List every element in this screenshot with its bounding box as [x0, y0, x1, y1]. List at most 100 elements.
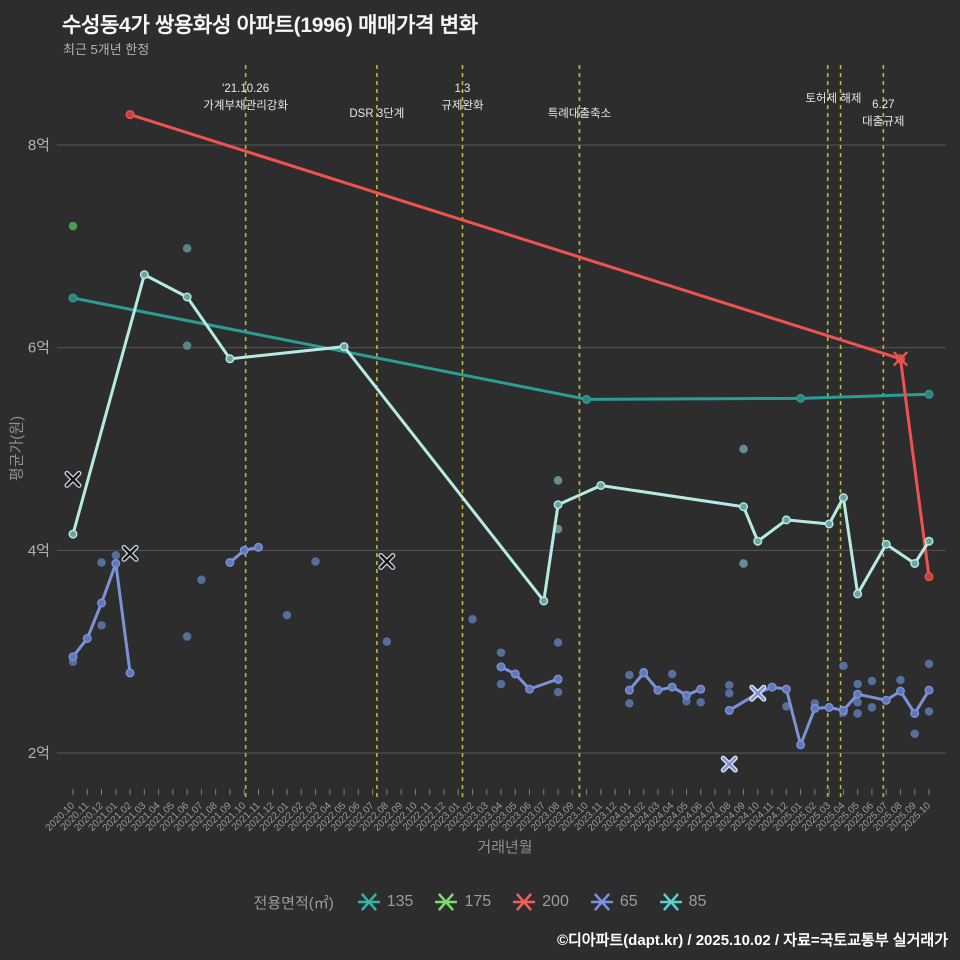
- transaction-dot[interactable]: [667, 668, 678, 680]
- avg-point[interactable]: [68, 529, 78, 539]
- avg-point[interactable]: [781, 515, 791, 525]
- avg-point[interactable]: [838, 705, 848, 715]
- avg-point[interactable]: [810, 703, 820, 713]
- avg-point[interactable]: [753, 536, 763, 546]
- avg-point[interactable]: [696, 684, 706, 694]
- transaction-dot[interactable]: [96, 557, 107, 568]
- avg-point[interactable]: [853, 689, 863, 699]
- avg-point[interactable]: [739, 502, 749, 512]
- transaction-dot[interactable]: [909, 728, 920, 739]
- avg-point[interactable]: [924, 389, 934, 399]
- transaction-dot[interactable]: [110, 550, 121, 561]
- avg-point[interactable]: [253, 542, 263, 552]
- avg-point[interactable]: [97, 598, 107, 608]
- avg-point[interactable]: [881, 539, 891, 549]
- avg-point[interactable]: [853, 589, 863, 599]
- avg-point[interactable]: [125, 668, 135, 678]
- avg-point[interactable]: [225, 557, 235, 567]
- avg-point[interactable]: [838, 493, 848, 503]
- transaction-dot[interactable]: [923, 706, 935, 717]
- transaction-dot[interactable]: [552, 637, 564, 648]
- avg-point[interactable]: [910, 558, 920, 568]
- legend-item-200[interactable]: 200: [513, 891, 569, 913]
- transaction-dot[interactable]: [182, 340, 193, 351]
- transaction-dot[interactable]: [838, 660, 849, 671]
- avg-point[interactable]: [667, 682, 677, 692]
- transaction-dot[interactable]: [281, 610, 293, 621]
- avg-point[interactable]: [881, 695, 891, 705]
- avg-point[interactable]: [781, 684, 791, 694]
- transaction-dot[interactable]: [552, 687, 564, 698]
- avg-point[interactable]: [525, 684, 535, 694]
- legend-item-175[interactable]: 175: [435, 891, 491, 913]
- avg-point[interactable]: [624, 685, 634, 695]
- transaction-dot[interactable]: [96, 620, 107, 631]
- transaction-dot[interactable]: [738, 443, 749, 455]
- transaction-dot[interactable]: [895, 674, 906, 686]
- avg-point[interactable]: [182, 292, 192, 302]
- transaction-dot[interactable]: [923, 658, 935, 669]
- cancelled-x-marker[interactable]: [720, 755, 738, 773]
- avg-point[interactable]: [895, 686, 905, 696]
- transaction-dot[interactable]: [310, 556, 321, 567]
- transaction-dot[interactable]: [467, 614, 478, 625]
- avg-point[interactable]: [681, 690, 691, 700]
- legend-item-85[interactable]: 85: [659, 891, 706, 913]
- avg-point[interactable]: [724, 705, 734, 715]
- avg-point[interactable]: [68, 293, 78, 303]
- avg-point[interactable]: [553, 500, 563, 510]
- price-line-chart[interactable]: 2억4억6억8억2020.102020.112020.122021.012021…: [0, 0, 960, 880]
- transaction-dot[interactable]: [695, 697, 706, 708]
- transaction-dot[interactable]: [67, 220, 79, 232]
- transaction-dot[interactable]: [624, 669, 635, 681]
- transaction-dot[interactable]: [738, 558, 749, 569]
- transaction-dot[interactable]: [852, 708, 863, 719]
- avg-point[interactable]: [510, 669, 520, 679]
- avg-point[interactable]: [111, 558, 121, 568]
- avg-point[interactable]: [496, 662, 506, 672]
- avg-point[interactable]: [582, 394, 592, 404]
- avg-point[interactable]: [653, 685, 663, 695]
- avg-point[interactable]: [824, 519, 834, 529]
- avg-point[interactable]: [339, 342, 349, 352]
- avg-point[interactable]: [639, 668, 649, 678]
- avg-point[interactable]: [910, 708, 920, 718]
- transaction-dot[interactable]: [552, 475, 564, 486]
- avg-point[interactable]: [139, 270, 149, 280]
- avg-point[interactable]: [539, 596, 549, 606]
- transaction-dot[interactable]: [866, 702, 878, 713]
- page-title: 수성동4가 쌍용화성 아파트(1996) 매매가격 변화: [62, 14, 478, 37]
- avg-point[interactable]: [239, 545, 249, 555]
- avg-point[interactable]: [924, 685, 934, 695]
- transaction-dot[interactable]: [495, 647, 507, 658]
- avg-point[interactable]: [553, 674, 563, 684]
- transaction-dot[interactable]: [724, 688, 735, 699]
- avg-point[interactable]: [596, 480, 606, 490]
- avg-point[interactable]: [225, 354, 235, 364]
- avg-point[interactable]: [82, 633, 92, 643]
- cancelled-x-marker[interactable]: [378, 552, 396, 570]
- avg-point[interactable]: [796, 740, 806, 750]
- avg-point[interactable]: [125, 110, 135, 120]
- y-tick-label: 6억: [28, 340, 50, 357]
- transaction-dot[interactable]: [182, 243, 193, 254]
- transaction-dot[interactable]: [866, 675, 878, 687]
- legend-item-65[interactable]: 65: [590, 891, 638, 913]
- transaction-dot[interactable]: [495, 678, 507, 690]
- transaction-dot[interactable]: [381, 636, 392, 647]
- avg-point[interactable]: [68, 652, 78, 662]
- cancelled-x-marker[interactable]: [64, 470, 82, 488]
- avg-point[interactable]: [824, 702, 834, 712]
- transaction-dot[interactable]: [196, 574, 207, 585]
- cancelled-x-marker[interactable]: [121, 544, 139, 562]
- avg-point[interactable]: [924, 572, 934, 582]
- cancelled-x-marker[interactable]: [893, 351, 908, 367]
- avg-point[interactable]: [924, 536, 934, 546]
- transaction-dot[interactable]: [624, 698, 635, 709]
- legend-item-135[interactable]: 135: [357, 891, 413, 913]
- avg-point[interactable]: [796, 393, 806, 403]
- transaction-dot[interactable]: [852, 678, 863, 690]
- avg-point[interactable]: [767, 682, 777, 692]
- cancelled-x-marker[interactable]: [749, 684, 767, 702]
- transaction-dot[interactable]: [182, 631, 193, 642]
